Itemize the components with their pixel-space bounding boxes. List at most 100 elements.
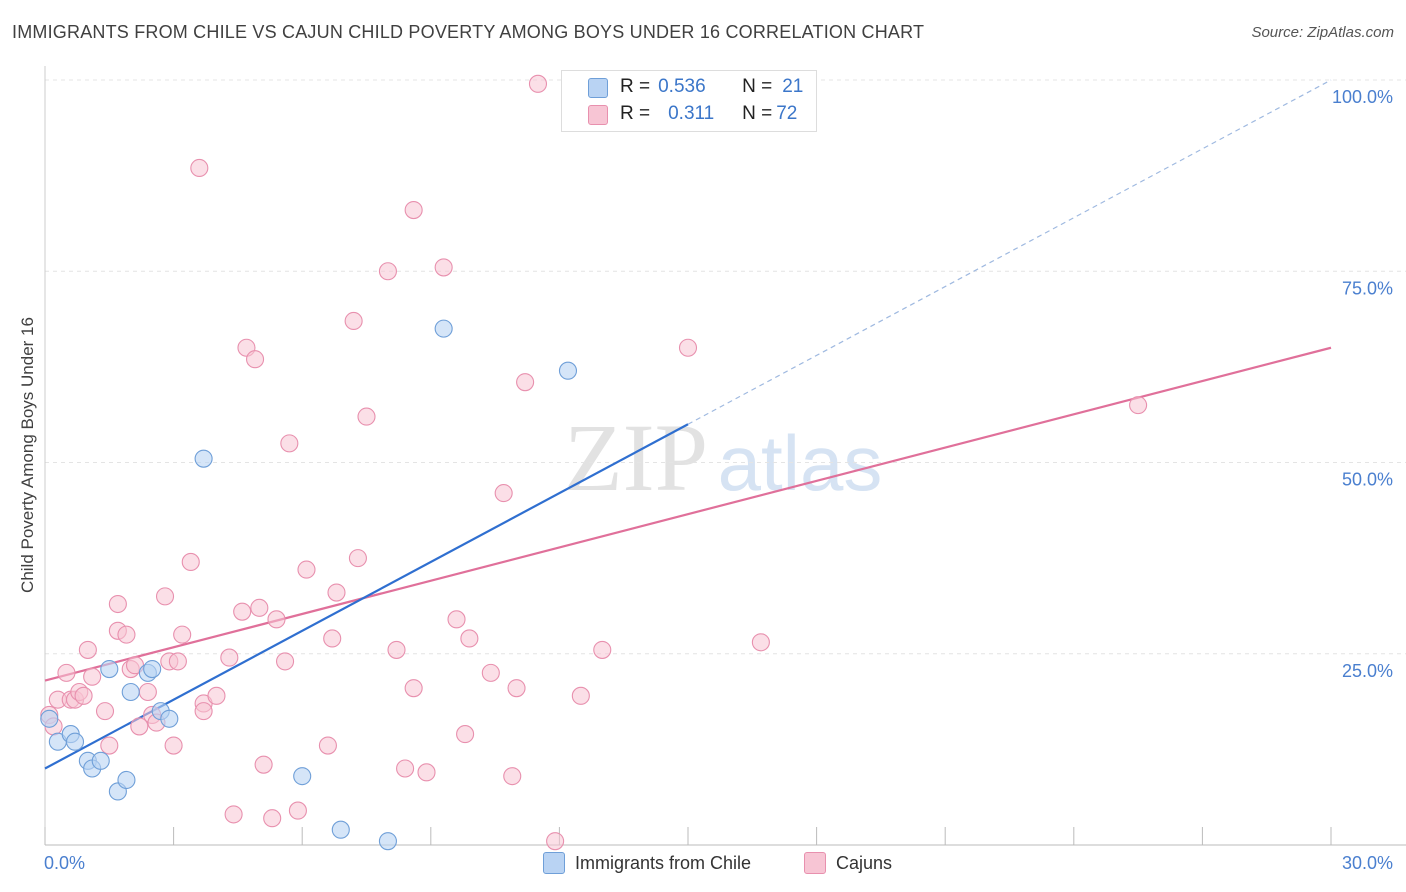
chile-point: [160, 709, 179, 728]
gridlines: [45, 79, 1406, 655]
cajuns-point: [250, 598, 269, 617]
cajuns-point: [108, 594, 127, 614]
trend-lines: [44, 79, 1332, 770]
y-tick-label: 50.0%: [1342, 470, 1393, 490]
chile-trend-line: [44, 423, 689, 770]
y-tick-label: 100.0%: [1332, 87, 1393, 107]
cajuns-point: [323, 629, 342, 648]
watermark-zip: ZIP: [564, 404, 708, 511]
series-legend-cajuns[interactable]: Cajuns: [804, 852, 892, 874]
cajuns-point: [456, 725, 475, 744]
cajuns-point: [447, 610, 466, 629]
legend-r-label: R =: [620, 103, 651, 124]
cajuns-point: [263, 809, 282, 828]
cajuns-point: [280, 434, 299, 453]
cajuns-point: [1129, 396, 1148, 415]
chile-point: [143, 659, 162, 679]
cajuns-point: [95, 702, 115, 721]
cajuns-point: [190, 158, 209, 178]
cajuns-point: [318, 736, 337, 755]
legend-blue-swatch: [588, 78, 608, 98]
chile-trend-extension: [687, 79, 1332, 425]
chile-point: [331, 820, 350, 839]
series-legend: Immigrants from Chile Cajuns: [0, 852, 1406, 878]
chile-point: [121, 682, 140, 702]
cajuns-point: [357, 407, 376, 426]
cajuns-point: [173, 625, 192, 644]
cajuns-point: [100, 736, 119, 755]
cajuns-point: [348, 549, 367, 568]
cajuns-point: [164, 736, 183, 755]
chile-point: [194, 449, 213, 468]
cajuns-point: [417, 763, 436, 782]
cajuns-point: [78, 640, 97, 659]
cajuns-point: [155, 587, 175, 606]
chile-point: [434, 319, 453, 338]
cajuns-point: [678, 338, 698, 357]
legend-n-value: 21: [782, 76, 804, 97]
chile-point: [378, 832, 397, 851]
cajuns-trend-line: [44, 346, 1332, 682]
legend-row-pink: R = 0.311 N = 72: [620, 102, 797, 126]
chile-point: [293, 767, 312, 786]
source-credit: Source: ZipAtlas.com: [1251, 24, 1394, 41]
x-tick-label: 0.0%: [44, 853, 85, 873]
cajuns-point: [288, 801, 307, 820]
cajuns-point: [494, 484, 513, 503]
chile-point: [558, 361, 578, 380]
legend-n-label: N =: [742, 76, 773, 97]
legend-row-blue: R = 0.536 N = 21: [620, 75, 803, 99]
cajuns-label: Cajuns: [836, 852, 893, 873]
chile-point: [117, 770, 136, 790]
cajuns-point: [194, 702, 213, 721]
cajuns-point: [168, 652, 187, 671]
series-legend-chile[interactable]: Immigrants from Chile: [543, 852, 751, 874]
cajuns-point: [130, 717, 149, 736]
cajuns-point: [267, 610, 286, 629]
cajuns-point: [387, 640, 406, 659]
cajuns-point: [516, 373, 535, 392]
cajuns-point: [434, 258, 453, 277]
cajuns-point: [233, 602, 252, 621]
cajuns-point: [503, 767, 522, 786]
correlation-legend: R = 0.536 N = 21 R = 0.311 N = 72: [561, 70, 817, 132]
cajuns-point: [404, 201, 423, 220]
cajuns-point: [593, 640, 612, 659]
cajuns-point: [528, 74, 548, 93]
chile-point: [100, 659, 119, 679]
cajuns-point: [245, 350, 265, 369]
cajuns-point: [57, 663, 76, 682]
x-tick-label: 30.0%: [1342, 853, 1393, 873]
cajuns-point: [220, 648, 239, 667]
cajuns-point: [404, 679, 423, 698]
data-points: [40, 74, 1148, 851]
chile-point: [65, 732, 85, 751]
y-tick-label: 25.0%: [1342, 661, 1393, 681]
legend-n-value: 72: [776, 103, 798, 124]
cajuns-point: [546, 832, 565, 851]
cajuns-point: [207, 686, 226, 705]
chile-point: [91, 751, 110, 770]
legend-r-value: 0.311: [668, 103, 715, 124]
cajuns-point: [344, 311, 363, 331]
legend-pink-swatch: [588, 105, 608, 125]
cajuns-point: [378, 262, 397, 281]
chile-swatch: [543, 852, 565, 874]
cajuns-point: [138, 682, 157, 702]
cajuns-point: [181, 552, 200, 572]
tick-labels: 25.0% 50.0% 75.0% 100.0% 0.0% 30.0%: [44, 87, 1393, 873]
legend-n-label: N =: [742, 103, 773, 124]
cajuns-point: [117, 625, 136, 644]
chile-label: Immigrants from Chile: [575, 852, 752, 873]
cajuns-swatch: [804, 852, 826, 874]
cajuns-point: [571, 686, 590, 705]
cajuns-point: [460, 629, 479, 648]
cajuns-point: [83, 667, 102, 686]
cajuns-point: [481, 663, 500, 682]
cajuns-point: [297, 560, 316, 579]
chart-title: IMMIGRANTS FROM CHILE VS CAJUN CHILD POV…: [12, 22, 925, 42]
cajuns-point: [74, 686, 93, 705]
cajuns-point: [276, 652, 295, 671]
chile-point: [40, 709, 59, 728]
